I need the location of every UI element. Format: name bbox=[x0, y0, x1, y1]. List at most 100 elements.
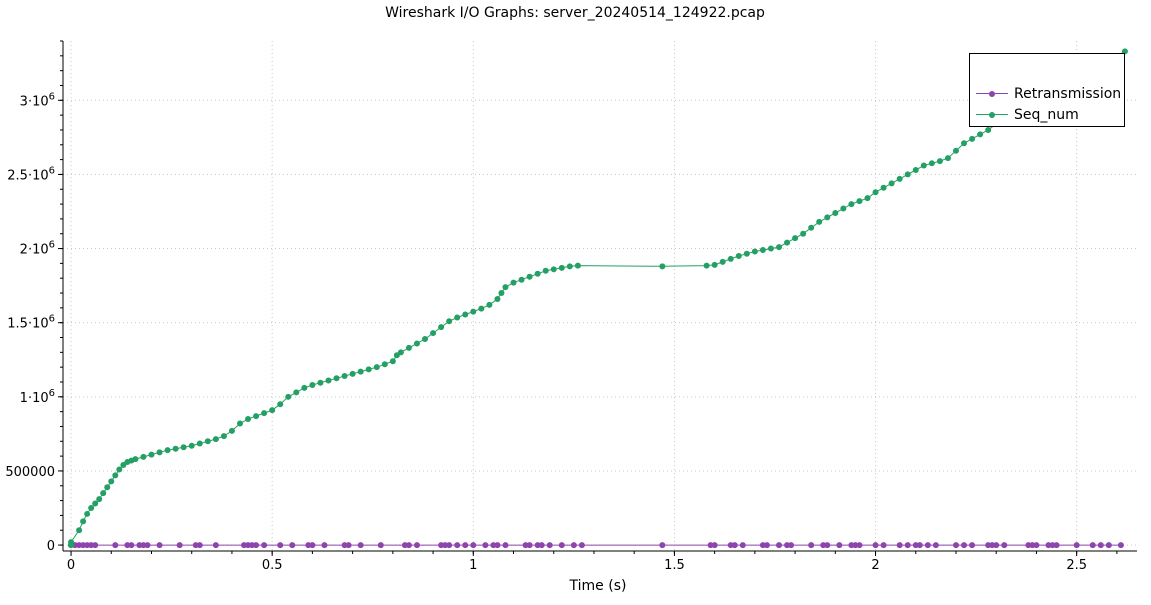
data-point-retransmission bbox=[546, 542, 553, 549]
data-point-retransmission bbox=[196, 542, 203, 549]
data-point-seq-num bbox=[80, 518, 87, 525]
legend-item-retransmission[interactable]: Retransmission bbox=[976, 84, 1121, 104]
data-point-seq-num bbox=[880, 184, 887, 191]
data-point-seq-num bbox=[936, 158, 943, 165]
data-point-seq-num bbox=[397, 349, 404, 356]
data-point-retransmission bbox=[482, 542, 489, 549]
data-point-retransmission bbox=[711, 542, 718, 549]
x-tick-label-4: 2 bbox=[871, 558, 879, 573]
data-point-retransmission bbox=[462, 542, 469, 549]
data-point-seq-num bbox=[518, 276, 525, 283]
x-tick-label-3: 1.5 bbox=[664, 558, 685, 573]
data-point-seq-num bbox=[776, 244, 782, 251]
y-tick-label-1: 500000 bbox=[5, 465, 55, 480]
data-point-seq-num bbox=[180, 444, 187, 451]
data-point-retransmission bbox=[924, 542, 931, 549]
data-point-seq-num bbox=[1121, 48, 1128, 55]
data-point-retransmission bbox=[112, 542, 119, 549]
data-point-seq-num bbox=[140, 453, 147, 460]
data-point-seq-num bbox=[405, 344, 412, 351]
data-point-seq-num bbox=[534, 270, 541, 277]
data-point-seq-num bbox=[498, 290, 505, 297]
data-point-retransmission bbox=[872, 542, 879, 549]
data-point-seq-num bbox=[952, 147, 959, 154]
data-point-seq-num bbox=[550, 266, 557, 273]
x-tick-label-0: 0 bbox=[67, 558, 75, 573]
data-point-retransmission bbox=[808, 542, 815, 549]
series-retransmission bbox=[68, 542, 1124, 549]
data-point-retransmission bbox=[904, 542, 911, 549]
data-point-seq-num bbox=[510, 279, 517, 286]
y-tick-label-0: 0 bbox=[47, 539, 55, 554]
data-point-seq-num bbox=[204, 438, 211, 445]
data-point-seq-num bbox=[285, 393, 292, 400]
data-point-seq-num bbox=[784, 239, 791, 246]
data-point-retransmission bbox=[1097, 542, 1104, 549]
data-point-retransmission bbox=[993, 542, 1000, 549]
data-point-seq-num bbox=[574, 262, 581, 269]
data-point-seq-num bbox=[349, 370, 356, 377]
data-point-retransmission bbox=[92, 542, 99, 549]
legend-item-seq-num[interactable]: Seq_num bbox=[976, 105, 1079, 125]
data-point-seq-num bbox=[333, 375, 340, 382]
data-point-seq-num bbox=[100, 490, 107, 497]
data-point-seq-num bbox=[96, 496, 103, 503]
data-point-seq-num bbox=[108, 478, 115, 485]
data-point-retransmission bbox=[1001, 542, 1008, 549]
data-point-seq-num bbox=[454, 314, 461, 321]
chart-title: Wireshark I/O Graphs: server_20240514_12… bbox=[385, 5, 765, 21]
y-tick-label-3: 1.5·106 bbox=[7, 314, 55, 332]
data-point-seq-num bbox=[317, 379, 324, 386]
data-point-seq-num bbox=[856, 198, 863, 205]
data-point-seq-num bbox=[961, 140, 968, 147]
data-point-retransmission bbox=[558, 542, 565, 549]
data-point-retransmission bbox=[494, 542, 501, 549]
data-point-seq-num bbox=[277, 401, 284, 408]
data-point-seq-num bbox=[711, 261, 718, 268]
data-point-retransmission bbox=[377, 542, 384, 549]
data-point-retransmission bbox=[502, 542, 509, 549]
data-point-retransmission bbox=[1117, 542, 1124, 549]
data-point-retransmission bbox=[739, 542, 746, 549]
data-point-retransmission bbox=[836, 542, 843, 549]
data-point-retransmission bbox=[659, 542, 666, 549]
data-point-retransmission bbox=[176, 542, 183, 549]
data-point-seq-num bbox=[526, 273, 533, 280]
data-point-retransmission bbox=[345, 542, 352, 549]
data-point-retransmission bbox=[578, 542, 585, 549]
data-point-retransmission bbox=[261, 542, 268, 549]
x-tick-label-2: 1 bbox=[469, 558, 477, 573]
data-point-retransmission bbox=[277, 542, 284, 549]
data-point-seq-num bbox=[341, 373, 348, 380]
data-point-seq-num bbox=[800, 230, 807, 237]
data-point-retransmission bbox=[128, 542, 135, 549]
data-point-seq-num bbox=[293, 389, 300, 396]
data-point-retransmission bbox=[446, 542, 453, 549]
data-point-seq-num bbox=[659, 263, 666, 270]
data-point-seq-num bbox=[703, 262, 710, 269]
data-point-retransmission bbox=[405, 542, 412, 549]
data-point-seq-num bbox=[228, 427, 235, 434]
data-point-retransmission bbox=[961, 542, 968, 549]
legend: Retransmission Seq_num bbox=[969, 53, 1125, 127]
y-tick-label-2: 1·106 bbox=[20, 388, 55, 406]
data-point-seq-num bbox=[848, 201, 855, 208]
data-point-retransmission bbox=[212, 542, 219, 549]
data-point-retransmission bbox=[824, 542, 831, 549]
legend-label-seq-num: Seq_num bbox=[1014, 107, 1079, 123]
data-point-seq-num bbox=[164, 447, 171, 454]
data-point-seq-num bbox=[542, 267, 549, 274]
x-tick-label-5: 2.5 bbox=[1066, 558, 1087, 573]
data-point-seq-num bbox=[188, 442, 195, 449]
data-point-seq-num bbox=[719, 258, 726, 265]
data-point-seq-num bbox=[977, 131, 984, 138]
data-point-seq-num bbox=[196, 440, 203, 447]
data-point-retransmission bbox=[538, 542, 545, 549]
data-point-retransmission bbox=[896, 542, 903, 549]
data-point-seq-num bbox=[245, 416, 252, 423]
data-point-seq-num bbox=[148, 451, 155, 458]
data-point-seq-num bbox=[172, 445, 179, 452]
data-point-seq-num bbox=[840, 205, 847, 212]
data-point-seq-num bbox=[381, 361, 388, 368]
